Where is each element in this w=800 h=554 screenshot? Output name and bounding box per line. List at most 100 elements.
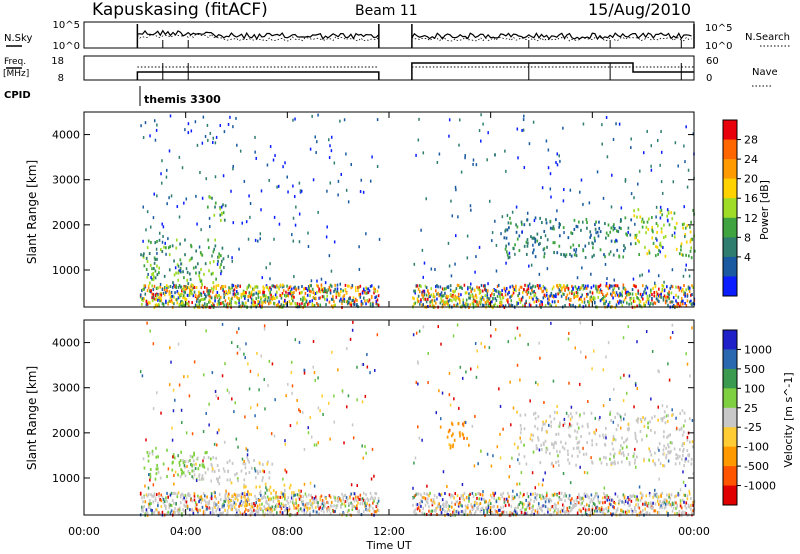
echo-cell bbox=[260, 189, 263, 193]
echo-cell bbox=[157, 298, 159, 302]
echo-cell bbox=[241, 457, 244, 461]
echo-cell bbox=[531, 510, 533, 514]
echo-cell bbox=[684, 493, 686, 497]
echo-cell bbox=[353, 300, 356, 304]
echo-cell bbox=[324, 505, 326, 509]
echo-cell bbox=[158, 296, 160, 300]
echo-cell bbox=[190, 291, 192, 295]
echo-cell bbox=[325, 235, 328, 239]
echo-cell bbox=[231, 508, 233, 512]
echo-cell bbox=[302, 296, 304, 300]
echo-cell bbox=[244, 508, 247, 512]
echo-cell bbox=[316, 501, 318, 505]
echo-cell bbox=[367, 300, 370, 304]
echo-cell bbox=[330, 135, 333, 139]
echo-cell bbox=[590, 286, 593, 290]
echo-cell bbox=[652, 286, 654, 290]
echo-cell bbox=[547, 510, 549, 514]
echo-cell bbox=[421, 293, 423, 297]
echo-cell bbox=[177, 278, 180, 282]
echo-cell bbox=[294, 223, 297, 227]
echo-cell bbox=[218, 508, 221, 512]
echo-cell bbox=[179, 293, 182, 297]
echo-cell bbox=[185, 431, 188, 435]
echo-cell bbox=[370, 512, 373, 516]
echo-cell bbox=[528, 264, 530, 268]
echo-cell bbox=[537, 438, 540, 442]
echo-cell bbox=[309, 299, 311, 303]
echo-cell bbox=[581, 300, 584, 304]
echo-cell bbox=[529, 437, 532, 441]
echo-cell bbox=[550, 321, 552, 325]
echo-cell bbox=[663, 498, 666, 502]
velocity-colorbar-swatch bbox=[723, 349, 737, 370]
echo-cell bbox=[636, 296, 638, 300]
echo-cell bbox=[533, 300, 535, 304]
echo-cell bbox=[520, 297, 523, 301]
echo-cell bbox=[185, 496, 188, 500]
echo-cell bbox=[441, 498, 444, 502]
echo-cell bbox=[639, 498, 642, 502]
echo-cell bbox=[462, 424, 465, 428]
echo-cell bbox=[561, 503, 564, 507]
echo-cell bbox=[455, 511, 458, 515]
echo-cell bbox=[617, 461, 619, 465]
echo-cell bbox=[264, 300, 267, 304]
echo-cell bbox=[499, 508, 501, 512]
echo-cell bbox=[342, 511, 344, 515]
echo-cell bbox=[666, 295, 668, 299]
echo-cell bbox=[507, 298, 509, 302]
echo-cell bbox=[144, 484, 146, 488]
echo-cell bbox=[215, 135, 218, 139]
echo-cell bbox=[143, 264, 146, 268]
echo-cell bbox=[446, 302, 449, 306]
echo-cell bbox=[553, 443, 555, 447]
echo-cell bbox=[535, 304, 538, 308]
echo-cell bbox=[544, 234, 547, 238]
echo-cell bbox=[373, 499, 375, 503]
echo-cell bbox=[659, 216, 662, 220]
echo-cell bbox=[661, 289, 664, 293]
echo-cell bbox=[568, 331, 570, 335]
echo-cell bbox=[353, 302, 356, 306]
echo-cell bbox=[486, 291, 489, 295]
echo-cell bbox=[636, 497, 638, 501]
echo-cell bbox=[510, 221, 512, 225]
echo-cell bbox=[668, 495, 670, 499]
echo-cell bbox=[371, 155, 373, 159]
echo-cell bbox=[174, 284, 176, 288]
echo-cell bbox=[304, 291, 307, 295]
echo-cell bbox=[611, 442, 614, 446]
echo-cell bbox=[662, 502, 665, 506]
echo-cell bbox=[557, 460, 560, 464]
echo-cell bbox=[666, 499, 668, 503]
echo-cell bbox=[544, 304, 547, 308]
echo-cell bbox=[459, 434, 461, 438]
echo-cell bbox=[628, 461, 631, 465]
echo-cell bbox=[247, 295, 250, 299]
echo-cell bbox=[270, 293, 272, 297]
echo-cell bbox=[667, 511, 669, 515]
echo-cell bbox=[209, 261, 211, 265]
echo-cell bbox=[183, 290, 185, 294]
echo-cell bbox=[365, 493, 367, 497]
echo-cell bbox=[646, 220, 649, 224]
echo-cell bbox=[462, 433, 465, 437]
echo-cell bbox=[416, 492, 419, 496]
echo-cell bbox=[423, 289, 426, 293]
echo-cell bbox=[173, 501, 175, 505]
echo-cell bbox=[487, 506, 490, 510]
echo-cell bbox=[477, 507, 479, 511]
echo-cell bbox=[558, 491, 561, 495]
echo-cell bbox=[229, 504, 231, 508]
echo-cell bbox=[215, 456, 217, 460]
echo-cell bbox=[328, 287, 331, 291]
echo-cell bbox=[503, 236, 506, 240]
echo-cell bbox=[545, 419, 547, 423]
echo-cell bbox=[520, 220, 523, 224]
echo-cell bbox=[317, 504, 319, 508]
echo-cell bbox=[261, 496, 263, 500]
echo-cell bbox=[537, 502, 540, 506]
echo-cell bbox=[290, 287, 293, 291]
echo-cell bbox=[227, 289, 230, 293]
